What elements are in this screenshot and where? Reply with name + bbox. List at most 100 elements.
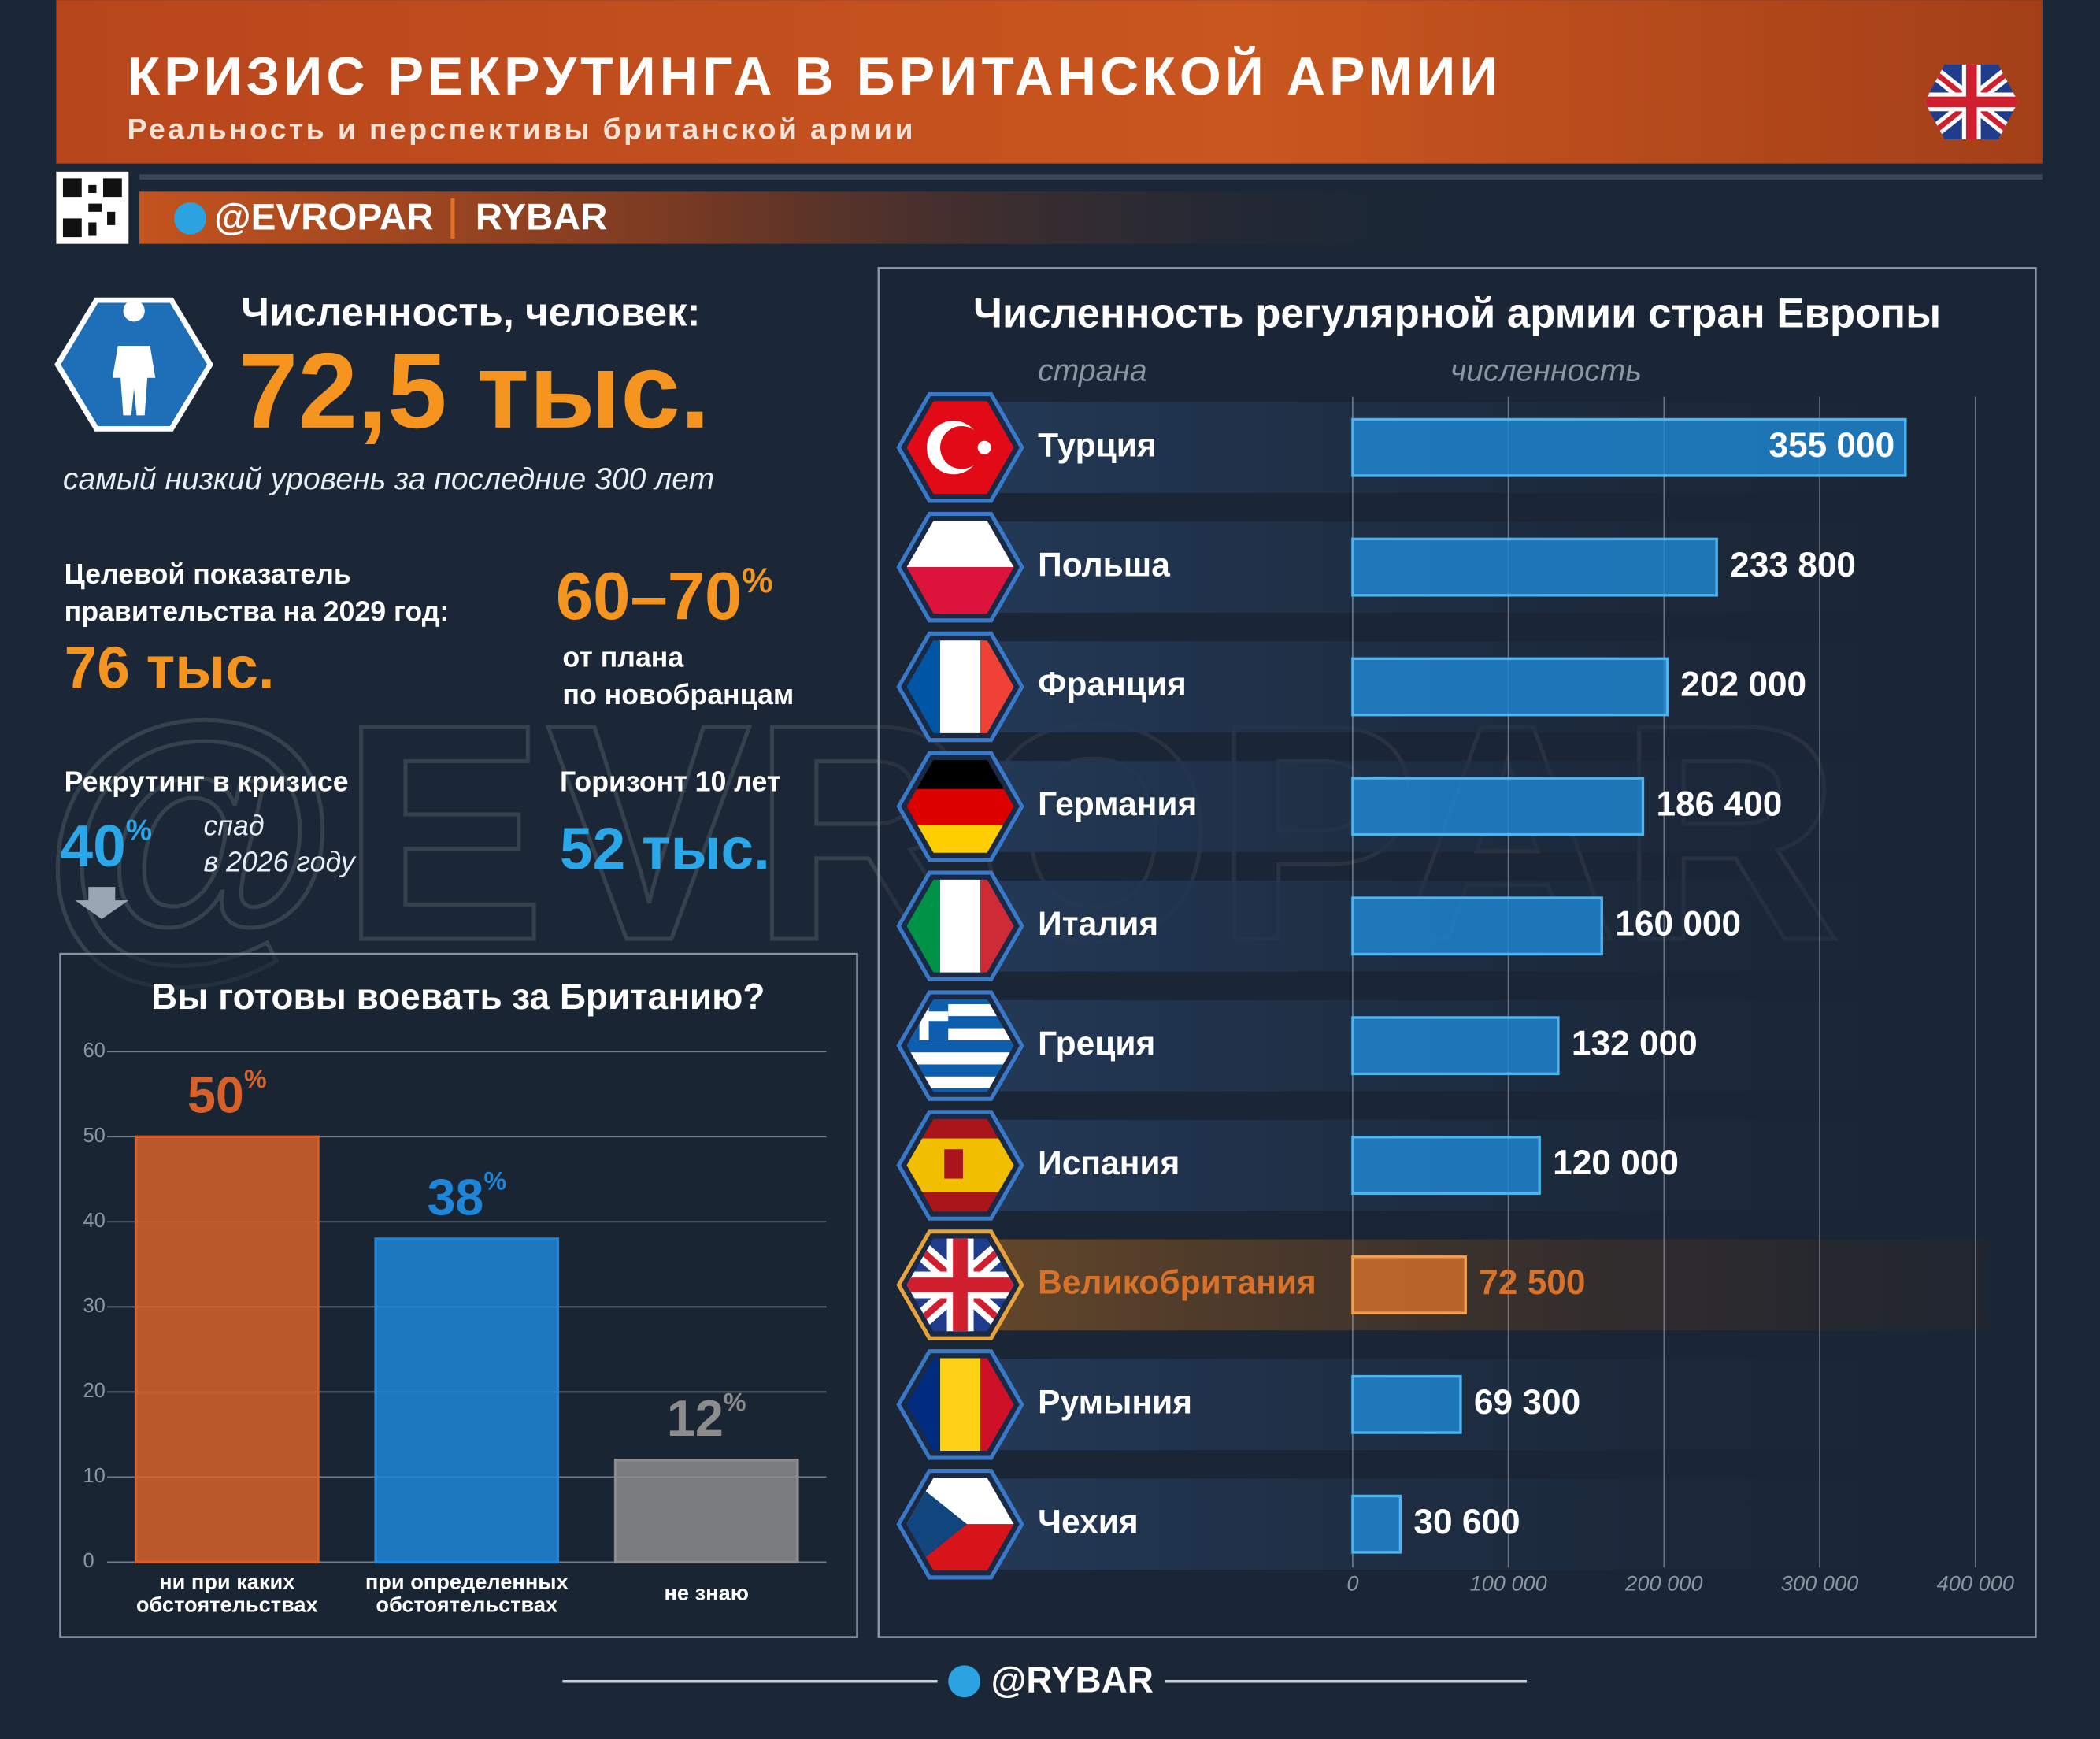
- value-label: 120 000: [1553, 1144, 1679, 1182]
- header-band: [56, 0, 2043, 164]
- category-label: Турция: [1038, 427, 1157, 464]
- title: КРИЗИС РЕКРУТИНГА В БРИТАНСКОЙ АРМИИ: [128, 45, 1502, 106]
- flag-part: [906, 788, 1014, 825]
- bar: [1351, 896, 1603, 956]
- flag-part: [977, 440, 991, 454]
- x-tick-label: 200 000: [1624, 1570, 1702, 1595]
- flag-hex: [896, 1110, 1024, 1221]
- plan-note: по новобранцам: [562, 679, 794, 710]
- y-tick-label: 0: [83, 1550, 94, 1572]
- x-tick-label: при определенных обстоятельствах: [365, 1570, 569, 1617]
- flag-part: [940, 879, 981, 973]
- flag-part: [906, 1052, 1014, 1065]
- y-tick-label: 40: [83, 1210, 105, 1232]
- brand-handle: @EVROPAR: [214, 197, 433, 239]
- flag-hex: [896, 870, 1024, 982]
- flag-hex: [896, 511, 1024, 623]
- flag-part: [906, 1076, 1014, 1089]
- x-tick-label: не знаю: [665, 1580, 749, 1604]
- column-label: страна: [1038, 354, 1146, 387]
- label-part: 38: [427, 1168, 483, 1225]
- army-title: Численность регулярной армии стран Европ…: [973, 290, 1941, 336]
- brand-band: [139, 191, 1479, 244]
- label-line: обстоятельствах: [376, 1593, 557, 1617]
- category-label: Италия: [1038, 906, 1158, 943]
- label-line: обстоятельствах: [136, 1593, 318, 1617]
- survey-title: Вы готовы воевать за Британию?: [151, 976, 765, 1017]
- bar: [1351, 537, 1718, 597]
- y-tick-label: 10: [83, 1465, 105, 1487]
- subtitle: Реальность и перспективы британской арми…: [128, 113, 916, 146]
- bar: [1351, 1136, 1541, 1195]
- category-label: Германия: [1038, 786, 1197, 823]
- bar: [1351, 1016, 1560, 1076]
- y-tick-label: 60: [83, 1040, 105, 1062]
- y-tick-label: 50: [83, 1125, 105, 1147]
- y-tick-label: 20: [83, 1380, 105, 1402]
- bar: [1351, 777, 1645, 836]
- label-line: ни при каких: [159, 1570, 294, 1594]
- x-tick-label: 300 000: [1781, 1570, 1858, 1595]
- flag-part: [906, 1064, 1014, 1077]
- label-part: 12: [667, 1389, 724, 1447]
- crisis-unit: %: [126, 813, 152, 846]
- category-label: Румыния: [1038, 1385, 1192, 1422]
- flag-part: [940, 640, 981, 733]
- crisis-number: 40: [61, 813, 126, 879]
- category-label: Греция: [1038, 1025, 1155, 1062]
- flag-part: [940, 426, 983, 469]
- bar: [134, 1135, 320, 1564]
- bar: [1351, 1494, 1402, 1554]
- plan-value: 60–70%: [556, 559, 773, 634]
- row-band: [924, 1478, 1989, 1570]
- crisis-note: в 2026 году: [204, 847, 357, 878]
- x-tick-label: 0: [1346, 1570, 1358, 1595]
- brand-name: RYBAR: [476, 197, 608, 239]
- crisis-label: Рекрутинг в кризисе: [65, 766, 349, 798]
- strength-value: 72,5 тыс.: [239, 331, 710, 451]
- flag-hex: [896, 1468, 1024, 1580]
- flag-part: [906, 1088, 1014, 1092]
- value-label: 355 000: [1769, 426, 1894, 465]
- bar: [1351, 1255, 1467, 1314]
- category-label: Испания: [1038, 1145, 1180, 1182]
- target-label: Целевой показатель: [65, 558, 351, 590]
- value-label: 186 400: [1656, 785, 1782, 824]
- category-label: Великобритания: [1038, 1265, 1317, 1302]
- flag-part: [906, 1238, 1014, 1332]
- x-tick-label: ни при каких обстоятельствах: [136, 1570, 318, 1617]
- value-label: 38%: [427, 1166, 506, 1225]
- value-label: 72 500: [1479, 1263, 1585, 1302]
- qr-pattern: [62, 178, 122, 238]
- flag-hex: [896, 1229, 1024, 1340]
- label-part: %: [483, 1166, 506, 1195]
- bar: [1351, 417, 1907, 477]
- telegram-icon: [948, 1665, 981, 1698]
- strength-note: самый низкий уровень за последние 300 ле…: [63, 462, 714, 496]
- column-label: численность: [1450, 354, 1642, 387]
- value-label: 233 800: [1730, 546, 1856, 584]
- value-label: 69 300: [1474, 1383, 1580, 1422]
- flag-part: [906, 999, 1014, 1004]
- flag-part: [944, 1149, 963, 1179]
- category-label: Чехия: [1038, 1504, 1139, 1541]
- bar: [1351, 1374, 1462, 1434]
- telegram-icon: [174, 202, 206, 235]
- soldier-figure: [112, 300, 156, 416]
- category-label: Франция: [1038, 666, 1187, 703]
- crisis-note: спад: [204, 810, 265, 842]
- value-label: 12%: [667, 1388, 746, 1447]
- value-label: 132 000: [1572, 1024, 1698, 1062]
- label-part: 50: [187, 1066, 244, 1124]
- x-tick-label: 400 000: [1937, 1570, 2014, 1595]
- flag-part: [906, 1040, 1014, 1053]
- plan-unit: %: [742, 562, 772, 600]
- label-part: %: [724, 1388, 746, 1416]
- value-label: 30 600: [1413, 1503, 1520, 1541]
- footer-handle: @RYBAR: [991, 1659, 1154, 1700]
- value-label: 202 000: [1680, 666, 1806, 704]
- value-label: 160 000: [1615, 904, 1741, 943]
- x-tick-label: 100 000: [1469, 1570, 1546, 1595]
